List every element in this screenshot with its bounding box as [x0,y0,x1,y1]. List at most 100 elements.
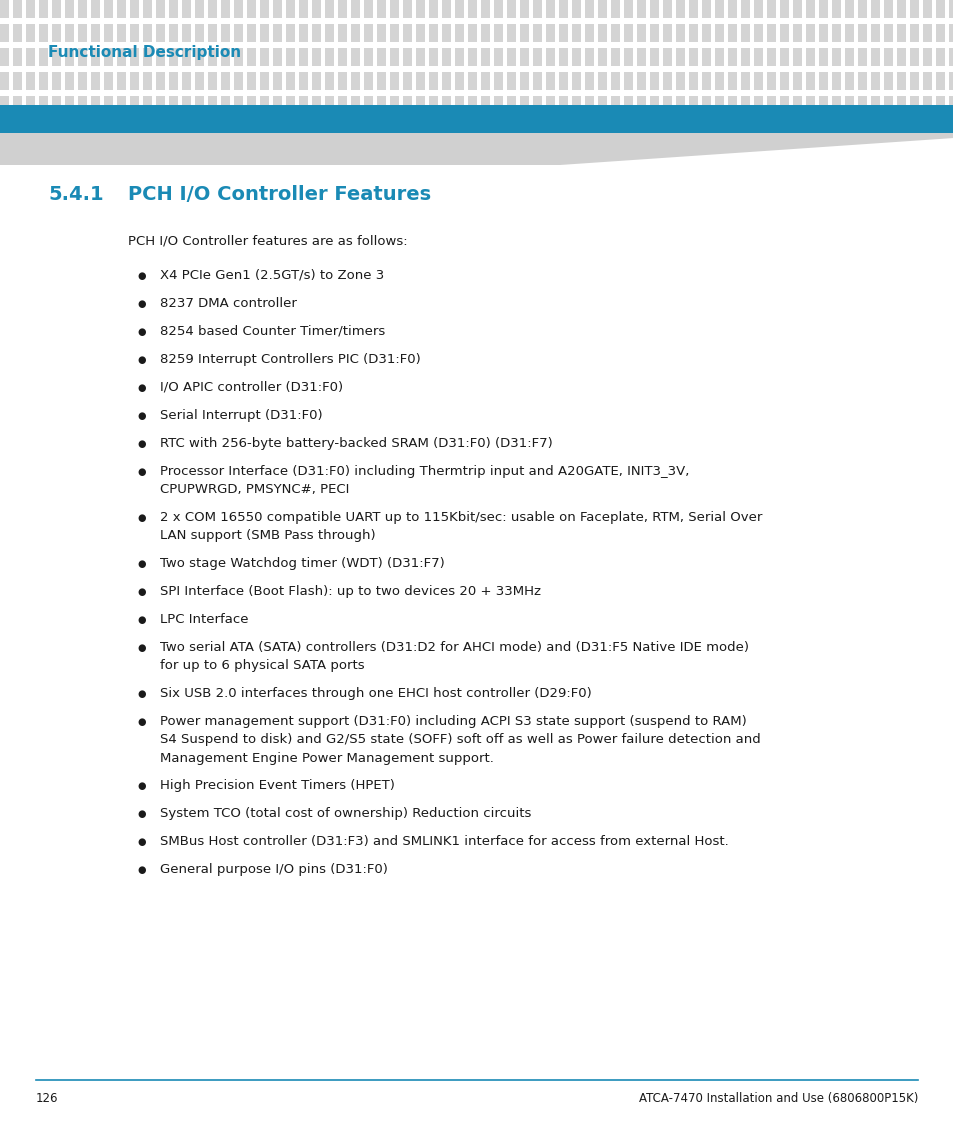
Bar [286,48,294,66]
Text: 126: 126 [36,1092,58,1105]
Bar [766,24,775,42]
Bar [766,96,775,114]
Text: 5.4.1: 5.4.1 [48,185,104,204]
Bar [156,72,165,90]
Bar [117,0,126,18]
Bar [65,0,74,18]
Bar [935,72,944,90]
Bar [156,24,165,42]
Text: SMBus Host controller (D31:F3) and SMLINK1 interface for access from external Ho: SMBus Host controller (D31:F3) and SMLIN… [160,835,728,848]
Bar [143,72,152,90]
Bar [572,96,580,114]
Bar [52,48,61,66]
Bar [572,24,580,42]
Bar [519,96,529,114]
Bar [558,24,567,42]
Bar [117,24,126,42]
Bar [247,96,255,114]
Bar [935,0,944,18]
Bar [376,24,386,42]
Bar [104,24,112,42]
Bar [208,48,216,66]
Bar [662,24,671,42]
Bar [909,48,918,66]
Bar [506,72,516,90]
Bar [286,24,294,42]
Bar [883,96,892,114]
Bar [65,96,74,114]
Bar [649,72,659,90]
Bar [169,0,178,18]
Bar [649,0,659,18]
Bar [298,0,308,18]
Bar [468,48,476,66]
Bar [364,72,373,90]
Bar [948,48,953,66]
Bar [623,96,633,114]
Bar [623,48,633,66]
Bar [649,96,659,114]
Bar [221,72,230,90]
Bar [364,96,373,114]
Bar [0,0,9,18]
Bar [870,96,879,114]
Bar [494,96,502,114]
Bar [714,0,723,18]
Bar [480,0,490,18]
Text: I/O APIC controller (D31:F0): I/O APIC controller (D31:F0) [160,381,343,394]
Text: 8254 based Counter Timer/timers: 8254 based Counter Timer/timers [160,325,385,338]
Bar [701,72,710,90]
Bar [130,24,139,42]
Bar [52,96,61,114]
Bar [935,48,944,66]
Bar [376,0,386,18]
Bar [455,96,463,114]
Bar [780,24,788,42]
Bar [13,48,22,66]
Bar [533,24,541,42]
Bar [818,24,827,42]
Bar [637,24,645,42]
Bar [91,48,100,66]
Bar [416,96,424,114]
Bar [948,72,953,90]
Bar [52,72,61,90]
Bar [727,24,737,42]
Bar [533,96,541,114]
Bar [909,72,918,90]
Bar [26,0,35,18]
Bar [233,24,243,42]
Bar [182,24,191,42]
Text: X4 PCIe Gen1 (2.5GT/s) to Zone 3: X4 PCIe Gen1 (2.5GT/s) to Zone 3 [160,269,384,282]
Bar [351,24,359,42]
Bar [870,24,879,42]
Text: High Precision Event Timers (HPET): High Precision Event Timers (HPET) [160,779,395,792]
Bar [0,165,953,1145]
Bar [598,96,606,114]
Bar [13,24,22,42]
Bar [416,24,424,42]
Bar [247,24,255,42]
Bar [233,96,243,114]
Bar [519,72,529,90]
Bar [740,72,749,90]
Bar [649,48,659,66]
Bar [610,72,619,90]
Bar [780,48,788,66]
Bar [312,0,320,18]
Bar [714,24,723,42]
Bar [182,72,191,90]
Bar [402,0,412,18]
Text: ●: ● [137,781,146,791]
Bar [896,24,905,42]
Bar [506,24,516,42]
Text: ●: ● [137,327,146,337]
Text: ●: ● [137,382,146,393]
Bar [208,72,216,90]
Bar [870,0,879,18]
Bar [233,48,243,66]
Bar [831,96,841,114]
Bar [818,0,827,18]
Bar [740,96,749,114]
Bar [130,48,139,66]
